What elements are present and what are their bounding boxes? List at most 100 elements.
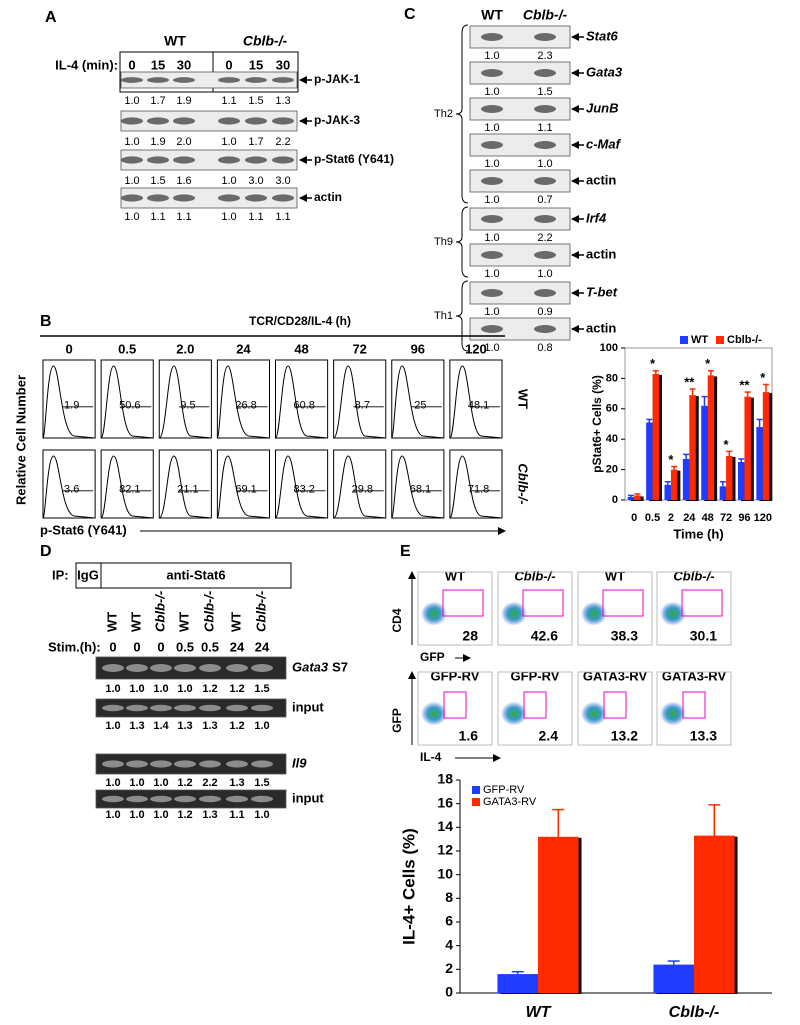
blot-signal	[272, 117, 294, 125]
blot-signal	[481, 105, 503, 113]
flow-gate	[602, 589, 644, 617]
flow-box	[497, 671, 573, 746]
blot-signal	[226, 760, 248, 768]
quant: 2.2	[202, 777, 217, 789]
quant: 2.0	[176, 136, 191, 148]
quant: 1.0	[221, 136, 236, 148]
blot-signal	[481, 251, 503, 259]
histogram	[42, 455, 96, 519]
quant: 1.0	[105, 720, 120, 732]
significance: *	[705, 356, 711, 371]
time: 30	[276, 57, 290, 72]
flow-box	[656, 571, 732, 646]
legend-swatch	[472, 786, 480, 794]
quant: 1.0	[129, 777, 144, 789]
blot-signal	[481, 141, 503, 149]
blot-signal	[126, 760, 148, 768]
quant: 1.1	[150, 211, 165, 223]
histogram	[275, 455, 328, 519]
flow-box	[417, 571, 493, 646]
blot-band	[469, 169, 571, 193]
quant: 1.1	[221, 95, 236, 107]
blot-signal	[150, 795, 172, 803]
gate-value: 13.3	[690, 728, 717, 744]
gate-value: 13.2	[611, 728, 638, 744]
blot-label: JunB	[586, 100, 619, 115]
bar	[682, 458, 690, 500]
flow-gate	[522, 589, 564, 617]
quant: 1.0	[129, 683, 144, 695]
genotype: Cblb-/-	[152, 591, 167, 632]
blot-signal	[245, 117, 267, 125]
histogram	[333, 365, 386, 439]
quant: 1.0	[129, 809, 144, 821]
quant: 1.9	[150, 136, 165, 148]
band-label: Gata3	[292, 659, 329, 674]
bar	[538, 836, 579, 993]
blot-signal	[226, 664, 248, 672]
bar	[738, 462, 745, 500]
blot-signal	[481, 177, 503, 185]
quant: 1.0	[484, 50, 499, 62]
plot-label: GATA3-RV	[583, 668, 648, 683]
blot-label: actin	[586, 246, 616, 261]
gate-value: 26.8	[235, 400, 256, 412]
legend-label: WT	[691, 334, 708, 346]
plot-label: GFP-RV	[511, 668, 560, 683]
axis-label: p-Stat6 (Y641)	[40, 522, 127, 537]
blot-signal	[534, 33, 556, 41]
quant: 1.0	[537, 268, 552, 280]
axis-label: GFP	[420, 650, 445, 664]
histogram-box	[158, 449, 212, 519]
gate-value: 82.1	[119, 484, 140, 496]
blot-signal	[150, 760, 172, 768]
y-tick-label: 18	[437, 771, 453, 787]
quant: 1.0	[484, 232, 499, 244]
histogram-box	[391, 359, 445, 439]
gate-value: 42.6	[531, 628, 558, 644]
y-tick-label: 20	[606, 464, 618, 476]
blot-signal	[121, 117, 143, 125]
axis-label: Time (h)	[673, 526, 723, 541]
gate-value: 60.8	[293, 400, 314, 412]
y-tick-label: 100	[600, 342, 618, 354]
blot-band	[469, 25, 571, 49]
gate-value: 1.9	[64, 400, 79, 412]
blot-signal	[173, 194, 195, 202]
y-tick-label: 2	[445, 960, 453, 976]
flow-dots	[581, 701, 607, 726]
genotype: WT	[104, 612, 119, 632]
blot-signal	[245, 77, 267, 83]
quant: 1.5	[150, 175, 165, 187]
time: 30	[177, 57, 191, 72]
blot-signal	[218, 156, 240, 164]
time: 0	[225, 57, 232, 72]
histogram	[216, 365, 270, 439]
blot-signal	[174, 664, 196, 672]
y-tick-label: 8	[445, 889, 453, 905]
flow-dots	[581, 601, 607, 626]
blot-signal	[245, 194, 267, 202]
quant: 1.3	[202, 809, 217, 821]
histogram-box	[275, 359, 329, 439]
time: 24	[255, 639, 270, 654]
gate-value: 9.5	[180, 400, 195, 412]
axis-label: Relative Cell Number	[13, 375, 28, 505]
histogram	[158, 455, 212, 519]
blot-signal	[147, 194, 169, 202]
blot-signal	[245, 156, 267, 164]
significance: *	[724, 437, 730, 452]
blot-signal	[126, 664, 148, 672]
quant: 1.5	[254, 683, 269, 695]
quant: 0.7	[537, 194, 552, 206]
ip-group: anti-Stat6	[166, 567, 225, 582]
quant: 1.2	[177, 777, 192, 789]
bar	[701, 405, 708, 500]
blot-label: p-Stat6 (Y641)	[314, 152, 394, 166]
blot-label: actin	[586, 172, 616, 187]
blot-signal	[481, 215, 503, 223]
x-tick-label: 0.5	[645, 512, 660, 524]
blot-signal	[199, 704, 221, 712]
flow-dots	[660, 701, 686, 726]
blot-label: p-JAK-1	[314, 72, 360, 86]
